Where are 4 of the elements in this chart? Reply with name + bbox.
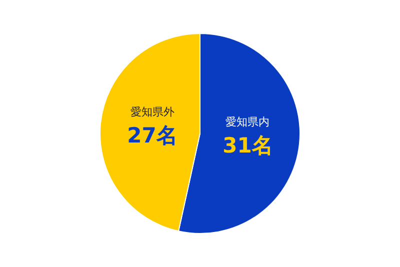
slice-label: 愛知県外: [130, 105, 174, 118]
slice-label: 愛知県内: [226, 116, 270, 129]
data-label: 31名: [222, 134, 273, 158]
data-label: 27名: [127, 123, 178, 148]
